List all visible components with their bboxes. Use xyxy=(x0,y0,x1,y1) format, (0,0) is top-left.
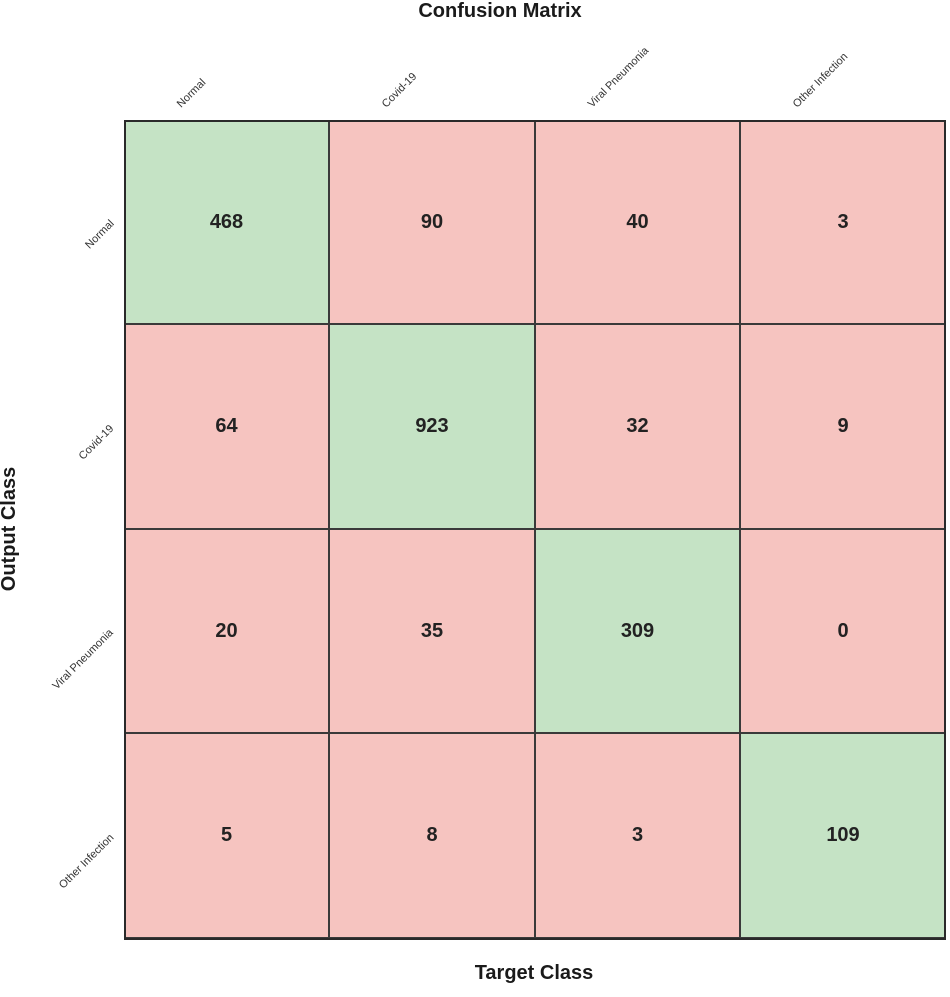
matrix-cell: 309 xyxy=(535,529,740,733)
chart-title: Confusion Matrix xyxy=(418,0,582,22)
y-axis-label: Output Class xyxy=(0,466,20,592)
x-tick-label: Normal xyxy=(174,76,208,111)
matrix-cell: 40 xyxy=(535,120,740,324)
matrix-cell: 35 xyxy=(329,529,535,733)
matrix-cell: 32 xyxy=(535,324,740,529)
matrix-cell: 3 xyxy=(740,120,946,324)
matrix-cell: 9 xyxy=(740,324,946,529)
x-axis-label: Target Class xyxy=(474,962,594,984)
x-tick-label: Viral Pneumonia xyxy=(585,44,651,111)
matrix-cell: 468 xyxy=(124,120,329,324)
matrix-cell: 64 xyxy=(124,324,329,529)
matrix-cell: 0 xyxy=(740,529,946,733)
y-tick-label: Other Infection xyxy=(56,831,117,891)
y-tick-label: Normal xyxy=(82,217,117,252)
y-tick-label: Viral Pneumonia xyxy=(50,626,117,693)
x-tick-label: Covid-19 xyxy=(379,70,420,111)
matrix-cell: 3 xyxy=(535,733,740,938)
matrix-cell: 20 xyxy=(124,529,329,733)
matrix-cell: 90 xyxy=(329,120,535,324)
matrix-cell: 109 xyxy=(740,733,946,938)
y-tick-label: Covid-19 xyxy=(76,422,117,462)
matrix-cell: 8 xyxy=(329,733,535,938)
x-tick-label: Other Infection xyxy=(790,50,851,111)
matrix-cell: 923 xyxy=(329,324,535,529)
matrix-cell: 5 xyxy=(124,733,329,938)
